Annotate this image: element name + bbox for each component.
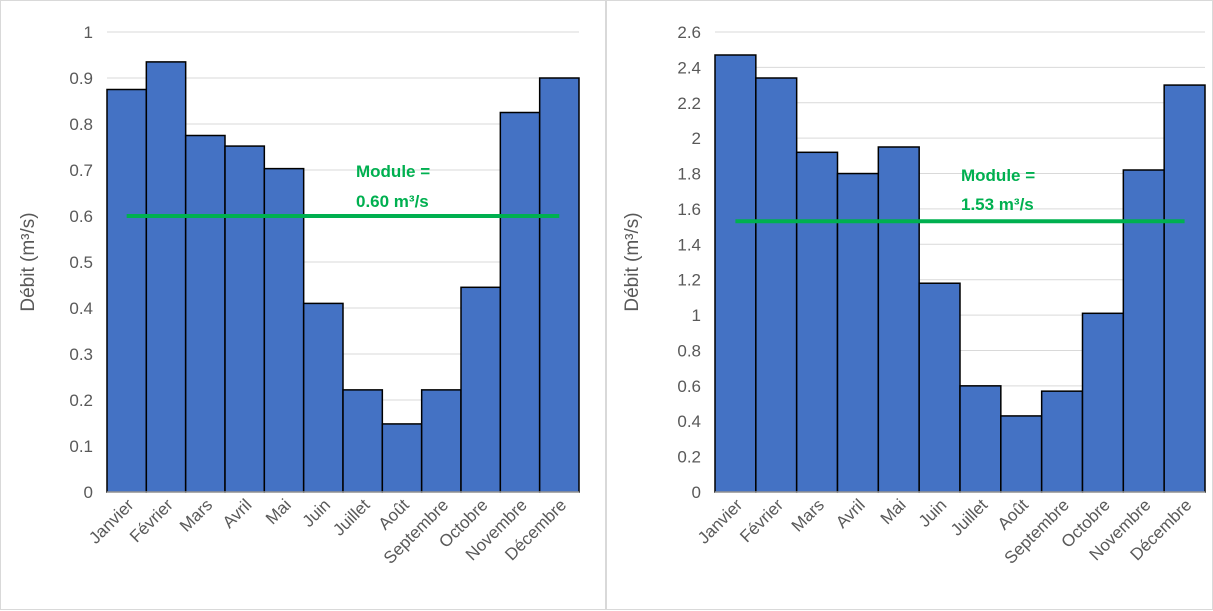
right-ytick-label: 0.8 xyxy=(677,341,701,360)
left-xtick-label: Avril xyxy=(219,495,256,532)
left-y-axis-title: Débit (m³/s) xyxy=(18,212,39,311)
left-ytick-label: 0.6 xyxy=(69,207,93,226)
right-ytick-label: 0.6 xyxy=(677,377,701,396)
left-ytick-label: 0.5 xyxy=(69,253,93,272)
left-xtick-label: Mars xyxy=(176,495,216,535)
right-xtick-label: Juin xyxy=(915,495,950,530)
chart-left: 0 0.1 0.2 0.3 0.4 0.5 0.6 0.7 0.8 0.9 1 Janvier Févr… xyxy=(0,0,606,610)
left-ytick-label: 0.8 xyxy=(69,115,93,134)
left-bar-10 xyxy=(460,286,502,493)
right-bar-7 xyxy=(959,385,1002,493)
chart-right: 0 0.2 0.4 0.6 0.8 1 1.2 1.4 1.6 1.8 2 2.2 2.4 2.6 Janv… xyxy=(606,0,1213,610)
right-xtick-label: Mars xyxy=(788,495,828,535)
right-ytick-label: 1.6 xyxy=(677,200,701,219)
left-bar-9 xyxy=(420,389,462,493)
left-xtick-label: Janvier xyxy=(85,495,137,547)
left-ytick-label: 0.9 xyxy=(69,69,93,88)
right-bar-10 xyxy=(1081,312,1125,493)
left-bar-8 xyxy=(381,423,423,493)
right-ytick-label: 0.2 xyxy=(677,448,701,467)
chart-left-svg: 0 0.1 0.2 0.3 0.4 0.5 0.6 0.7 0.8 0.9 1 JanvierFévr… xyxy=(18,23,580,568)
left-xtick-label: Février xyxy=(126,495,177,546)
right-xtick-label: Mai xyxy=(877,495,910,528)
right-ytick-label: 1 xyxy=(692,306,701,325)
right-ytick-label: 0.4 xyxy=(677,412,701,431)
chart-right-svg: 0 0.2 0.4 0.6 0.8 1 1.2 1.4 1.6 1.8 2 2.2 2.4 2.6 Janv… xyxy=(622,23,1206,568)
right-ytick-label: 1.4 xyxy=(677,235,701,254)
left-module-label-line1: Module = xyxy=(356,162,430,181)
left-ytick-label: 0.4 xyxy=(69,299,93,318)
right-ytick-label: 2.4 xyxy=(677,58,701,77)
right-bar-3 xyxy=(795,151,839,493)
right-ytick-label: 2.2 xyxy=(677,94,701,113)
right-y-axis-title: Débit (m³/s) xyxy=(622,212,643,311)
right-bar-12 xyxy=(1163,84,1206,493)
right-bar-5 xyxy=(877,146,920,493)
right-bar-8 xyxy=(1000,415,1043,493)
right-module-label-line2: 1.53 m³/s xyxy=(961,195,1034,214)
right-bar-4 xyxy=(836,172,880,493)
right-module-label-line1: Module = xyxy=(961,166,1035,185)
left-ytick-label: 0.3 xyxy=(69,345,93,364)
right-bar-9 xyxy=(1040,390,1084,493)
left-xtick-label: Juillet xyxy=(329,495,373,539)
left-bar-12 xyxy=(538,77,580,493)
left-module-label-line2: 0.60 m³/s xyxy=(356,192,429,211)
right-ytick-label: 2.6 xyxy=(677,23,701,42)
left-bar-4 xyxy=(224,145,266,493)
right-ytick-label: 0 xyxy=(692,483,701,502)
left-bar-7 xyxy=(342,389,384,493)
left-xtick-label: Mai xyxy=(262,495,295,528)
right-bar-2 xyxy=(755,77,798,493)
right-xtick-label: Avril xyxy=(832,495,869,532)
left-ytick-label: 1 xyxy=(84,23,93,42)
right-bar-1 xyxy=(714,54,757,493)
right-ytick-label: 1.8 xyxy=(677,165,701,184)
left-ytick-label: 0 xyxy=(84,483,93,502)
left-ytick-label: 0.7 xyxy=(69,161,93,180)
right-ytick-label: 1.2 xyxy=(677,271,701,290)
left-bar-11 xyxy=(499,111,541,493)
right-ytick-label: 2 xyxy=(692,129,701,148)
left-bar-3 xyxy=(184,134,226,493)
right-bar-11 xyxy=(1122,169,1165,493)
right-xtick-label: Février xyxy=(736,495,787,546)
left-ytick-label: 0.1 xyxy=(69,437,93,456)
right-xtick-label: Juillet xyxy=(947,495,991,539)
left-bar-6 xyxy=(302,302,344,493)
left-bar-2 xyxy=(145,61,187,493)
left-bar-5 xyxy=(263,167,305,493)
right-bar-6 xyxy=(918,282,961,493)
left-bar-1 xyxy=(106,88,148,493)
right-xtick-label: Janvier xyxy=(694,495,746,547)
left-ytick-label: 0.2 xyxy=(69,391,93,410)
